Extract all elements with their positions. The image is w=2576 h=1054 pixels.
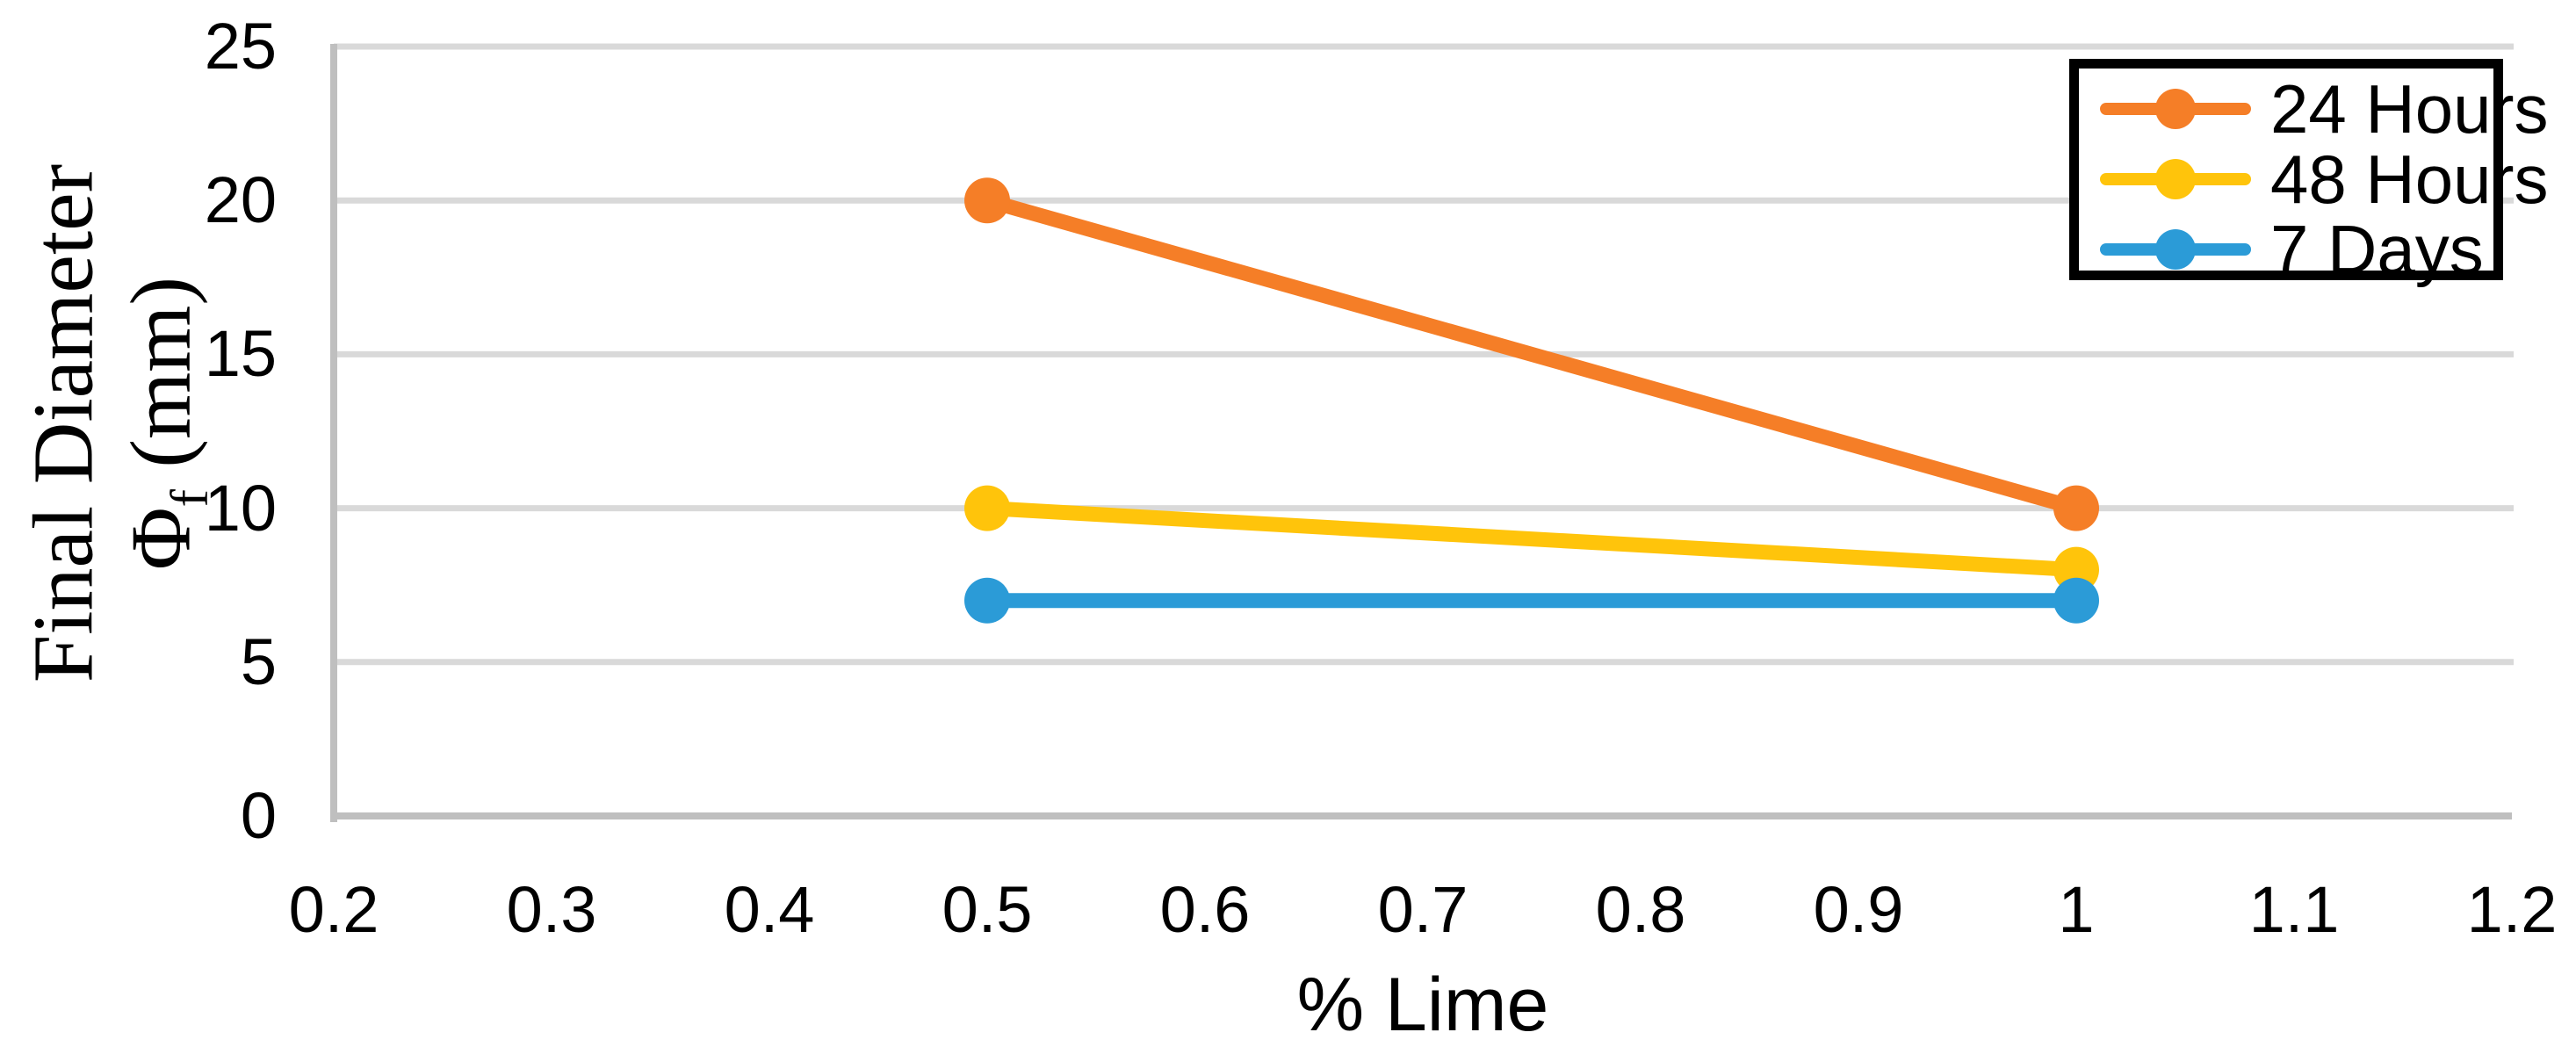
y-tick-label: 10 [204,471,277,545]
y-tick-label: 5 [240,624,277,698]
x-tick-label: 1 [2058,873,2095,946]
data-point-marker [2053,485,2099,531]
y-tick-label: 15 [204,317,277,391]
legend-marker [2155,89,2196,129]
x-tick-label: 0.5 [942,873,1033,946]
x-tick-label: 0.3 [506,873,597,946]
y-axis-units: (mm) [113,276,208,490]
x-tick-label: 1.2 [2466,873,2558,946]
data-point-marker [964,485,1010,531]
x-tick-label: 0.4 [724,873,815,946]
data-point-marker [964,577,1010,624]
phi-symbol: Φ [113,507,208,571]
y-tick-label: 0 [240,779,277,852]
series-line [979,501,2084,578]
y-axis-title-line1: Final Diameter [16,163,112,683]
legend-marker [2155,229,2196,270]
y-tick-label: 20 [204,163,277,237]
legend-line-marker-swatch [2100,158,2251,200]
phi-subscript: f [160,489,220,508]
x-tick-label: 0.8 [1595,873,1686,946]
legend-item: 7 Days [2100,211,2484,288]
legend-marker [2155,159,2196,199]
x-axis-title: % Lime [1296,963,1549,1047]
series-line [979,192,2084,516]
legend-item: 24 Hours [2100,74,2549,144]
x-tick-label: 0.2 [288,873,379,946]
data-point-marker [964,177,1010,224]
x-tick-label: 0.7 [1377,873,1468,946]
x-tick-label: 0.6 [1159,873,1251,946]
legend: 24 Hours 48 Hours 7 Days [2069,59,2549,285]
y-tick-label: 25 [204,10,277,83]
legend-line-marker-swatch [2100,228,2251,271]
x-tick-label: 1.1 [2248,873,2340,946]
legend-label: 7 Days [2270,211,2484,288]
data-point-marker [2053,577,2099,624]
x-tick-label: 0.9 [1813,873,1904,946]
legend-line-marker-swatch [2100,88,2251,130]
y-axis-title: Final Diameter Φf (mm) [15,163,220,683]
legend-item: 48 Hours [2100,144,2549,214]
legend-label: 48 Hours [2270,141,2549,218]
legend-label: 24 Hours [2270,70,2549,148]
y-axis-title-line2: Φf (mm) [112,164,220,683]
